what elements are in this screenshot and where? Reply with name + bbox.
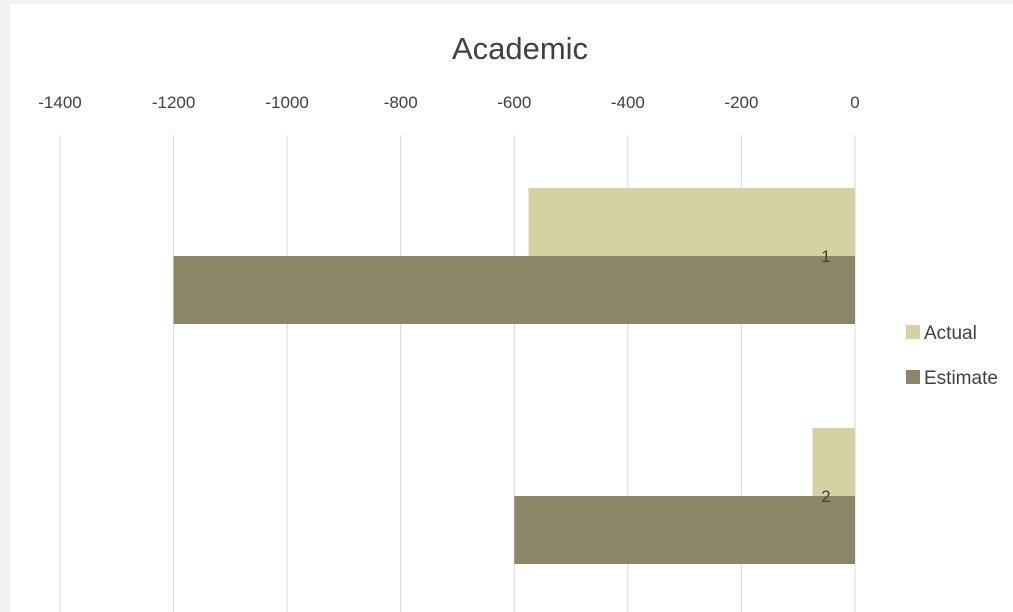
x-tick-label: -600 — [497, 93, 531, 112]
category-labels: 12 — [821, 247, 830, 506]
bars — [173, 188, 856, 564]
bar-estimate-2 — [514, 496, 855, 564]
category-label: 2 — [821, 487, 830, 506]
x-tick-label: -1000 — [265, 93, 308, 112]
legend-swatch-estimate — [906, 370, 920, 384]
x-tick-label: -1400 — [38, 93, 81, 112]
legend-label-estimate: Estimate — [924, 368, 998, 389]
x-tick-label: -200 — [724, 93, 758, 112]
bar-estimate-1 — [173, 256, 856, 324]
x-tick-label: -400 — [611, 93, 645, 112]
bar-actual-1 — [528, 188, 855, 256]
chart-title: Academic — [452, 31, 588, 66]
x-tick-label: -800 — [384, 93, 418, 112]
x-tick-label: 0 — [850, 93, 859, 112]
x-tick-label: -1200 — [152, 93, 195, 112]
category-label: 1 — [821, 247, 830, 266]
x-axis-ticks: -1400 -1200 -1000 -800 -600 -400 -200 0 — [38, 93, 859, 112]
legend-label-actual: Actual — [924, 323, 977, 344]
legend: Actual Estimate — [906, 323, 998, 389]
legend-swatch-actual — [906, 325, 920, 339]
bar-actual-2 — [812, 428, 855, 496]
